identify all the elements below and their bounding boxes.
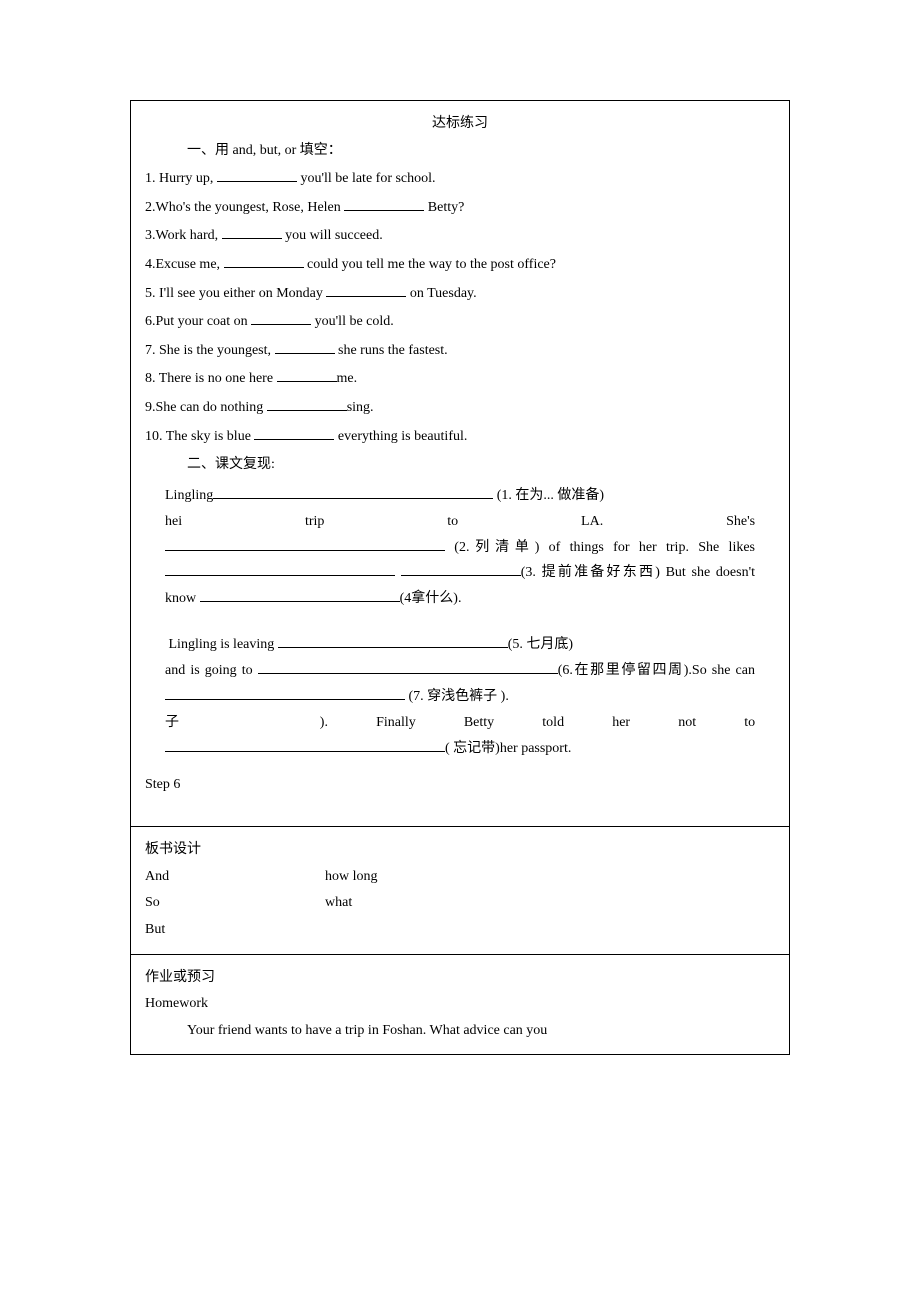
question-item: 9.She can do nothing sing. (145, 395, 775, 422)
section2-heading: 二、课文复现: (145, 452, 775, 479)
question-post: everything is beautiful. (334, 429, 467, 444)
blank[interactable] (401, 563, 521, 577)
fill-blank[interactable] (275, 340, 335, 354)
p1-text: Lingling (165, 488, 213, 503)
p1-text: LA. (581, 514, 603, 529)
blank[interactable] (165, 686, 405, 700)
blank[interactable] (213, 485, 493, 499)
p2-text: to (744, 715, 755, 730)
fill-blank[interactable] (254, 426, 334, 440)
question-post: you will succeed. (282, 228, 383, 243)
homework-cell: 作业或预习 Homework Your friend wants to have… (131, 954, 790, 1055)
board-row: Sowhat (145, 890, 775, 917)
question-pre: 1. Hurry up, (145, 171, 217, 186)
board-title: 板书设计 (145, 837, 775, 864)
fill-blank[interactable] (222, 226, 282, 240)
p2-text: told (542, 715, 564, 730)
question-item: 7. She is the youngest, she runs the fas… (145, 338, 775, 365)
passage-1: Lingling (1. 在为... 做准备) hei trip to LA. … (165, 483, 755, 612)
blank[interactable] (165, 537, 445, 551)
question-item: 10. The sky is blue everything is beauti… (145, 424, 775, 451)
p1-text: hei (165, 514, 182, 529)
section-title: 达标练习 (145, 111, 775, 138)
question-post: she runs the fastest. (335, 343, 448, 358)
p2-text: her (612, 715, 630, 730)
fill-blank[interactable] (224, 254, 304, 268)
question-item: 2.Who's the youngest, Rose, Helen Betty? (145, 195, 775, 222)
p1-text: to (447, 514, 458, 529)
board-left: So (145, 890, 325, 917)
board-right: how long (325, 864, 378, 891)
p1-text: She's (726, 514, 755, 529)
question-pre: 2.Who's the youngest, Rose, Helen (145, 200, 344, 215)
blank[interactable] (200, 589, 400, 603)
fill-blank[interactable] (251, 312, 311, 326)
homework-title: 作业或预习 (145, 965, 775, 992)
question-post: you'll be late for school. (297, 171, 436, 186)
section1-heading: 一、用 and, but, or 填空： (145, 138, 775, 165)
p2-text: (6.在那里停留四周).So she can (558, 663, 755, 678)
question-post: me. (337, 371, 358, 386)
fill-blank[interactable] (267, 397, 347, 411)
board-row: But (145, 917, 775, 944)
p2-text: not (678, 715, 696, 730)
step-label: Step 6 (145, 772, 775, 799)
question-post: you'll be cold. (311, 314, 394, 329)
question-pre: 4.Excuse me, (145, 257, 224, 272)
question-post: sing. (347, 400, 374, 415)
passage-2: Lingling is leaving (5. 七月底) and is goin… (165, 632, 755, 761)
question-list: 1. Hurry up, you'll be late for school.2… (145, 166, 775, 450)
question-pre: 6.Put your coat on (145, 314, 251, 329)
p1-text: (4拿什么). (400, 591, 462, 606)
p2-text: Lingling is leaving (169, 637, 278, 652)
board-cell: 板书设计 Andhow longSowhatBut (131, 827, 790, 954)
blank[interactable] (165, 738, 445, 752)
question-item: 6.Put your coat on you'll be cold. (145, 309, 775, 336)
blank[interactable] (258, 660, 558, 674)
question-item: 1. Hurry up, you'll be late for school. (145, 166, 775, 193)
p2-text: and is going to (165, 663, 258, 678)
document-page: 达标练习 一、用 and, but, or 填空： 1. Hurry up, y… (0, 0, 920, 1115)
board-row: Andhow long (145, 864, 775, 891)
fill-blank[interactable] (344, 197, 424, 211)
question-post: could you tell me the way to the post of… (304, 257, 556, 272)
board-left: But (145, 917, 325, 944)
worksheet-table: 达标练习 一、用 and, but, or 填空： 1. Hurry up, y… (130, 100, 790, 1055)
p2-text: (7. 穿浅色裤子 ). (405, 689, 509, 704)
question-pre: 8. There is no one here (145, 371, 277, 386)
fill-blank[interactable] (277, 369, 337, 383)
fill-blank[interactable] (217, 169, 297, 183)
homework-label: Homework (145, 991, 775, 1018)
p1-text: (2.列清单) of things for her trip. She like… (445, 540, 755, 555)
board-right: what (325, 890, 352, 917)
p2-text: 子 ). (165, 715, 328, 730)
blank[interactable] (278, 635, 508, 649)
question-pre: 3.Work hard, (145, 228, 222, 243)
exercise-cell: 达标练习 一、用 and, but, or 填空： 1. Hurry up, y… (131, 101, 790, 827)
blank[interactable] (165, 563, 395, 577)
question-pre: 10. The sky is blue (145, 429, 254, 444)
question-post: on Tuesday. (406, 286, 476, 301)
p2-text: Finally (376, 715, 416, 730)
p2-text: ( 忘记带)her passport. (445, 741, 571, 756)
p2-text: Betty (464, 715, 494, 730)
p1-text: trip (305, 514, 324, 529)
p1-text: (1. 在为... 做准备) (493, 488, 604, 503)
question-pre: 7. She is the youngest, (145, 343, 275, 358)
board-rows: Andhow longSowhatBut (145, 864, 775, 944)
question-pre: 5. I'll see you either on Monday (145, 286, 326, 301)
question-pre: 9.She can do nothing (145, 400, 267, 415)
homework-text: Your friend wants to have a trip in Fosh… (145, 1018, 775, 1045)
fill-blank[interactable] (326, 283, 406, 297)
question-item: 4.Excuse me, could you tell me the way t… (145, 252, 775, 279)
question-post: Betty? (424, 200, 464, 215)
board-left: And (145, 864, 325, 891)
p2-text: (5. 七月底) (508, 637, 573, 652)
question-item: 5. I'll see you either on Monday on Tues… (145, 281, 775, 308)
question-item: 3.Work hard, you will succeed. (145, 223, 775, 250)
question-item: 8. There is no one here me. (145, 366, 775, 393)
